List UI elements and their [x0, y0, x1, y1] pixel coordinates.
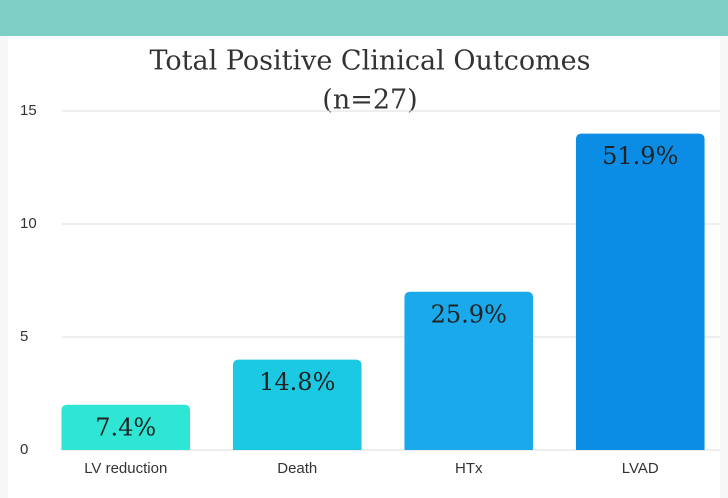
y-tick-label: 0	[20, 441, 28, 458]
bar	[61, 404, 191, 450]
y-tick-label: 15	[20, 102, 37, 119]
y-tick-label: 5	[20, 328, 28, 345]
x-tick-label: Death	[277, 460, 317, 477]
bar	[404, 291, 534, 450]
x-tick-label: HTx	[455, 460, 483, 477]
value-label: 7.4%	[95, 413, 156, 441]
chart-title: Total Positive Clinical Outcomes	[149, 46, 590, 77]
bar	[575, 133, 705, 450]
chart-subtitle: (n=27)	[322, 85, 417, 116]
value-label: 14.8%	[259, 368, 335, 396]
x-tick-label: LVAD	[622, 460, 659, 477]
x-tick-label: LV reduction	[84, 460, 167, 477]
value-label: 51.9%	[602, 142, 678, 170]
bar	[232, 359, 362, 450]
value-label: 25.9%	[431, 300, 507, 328]
banner	[0, 0, 728, 36]
y-tick-label: 10	[20, 215, 37, 232]
